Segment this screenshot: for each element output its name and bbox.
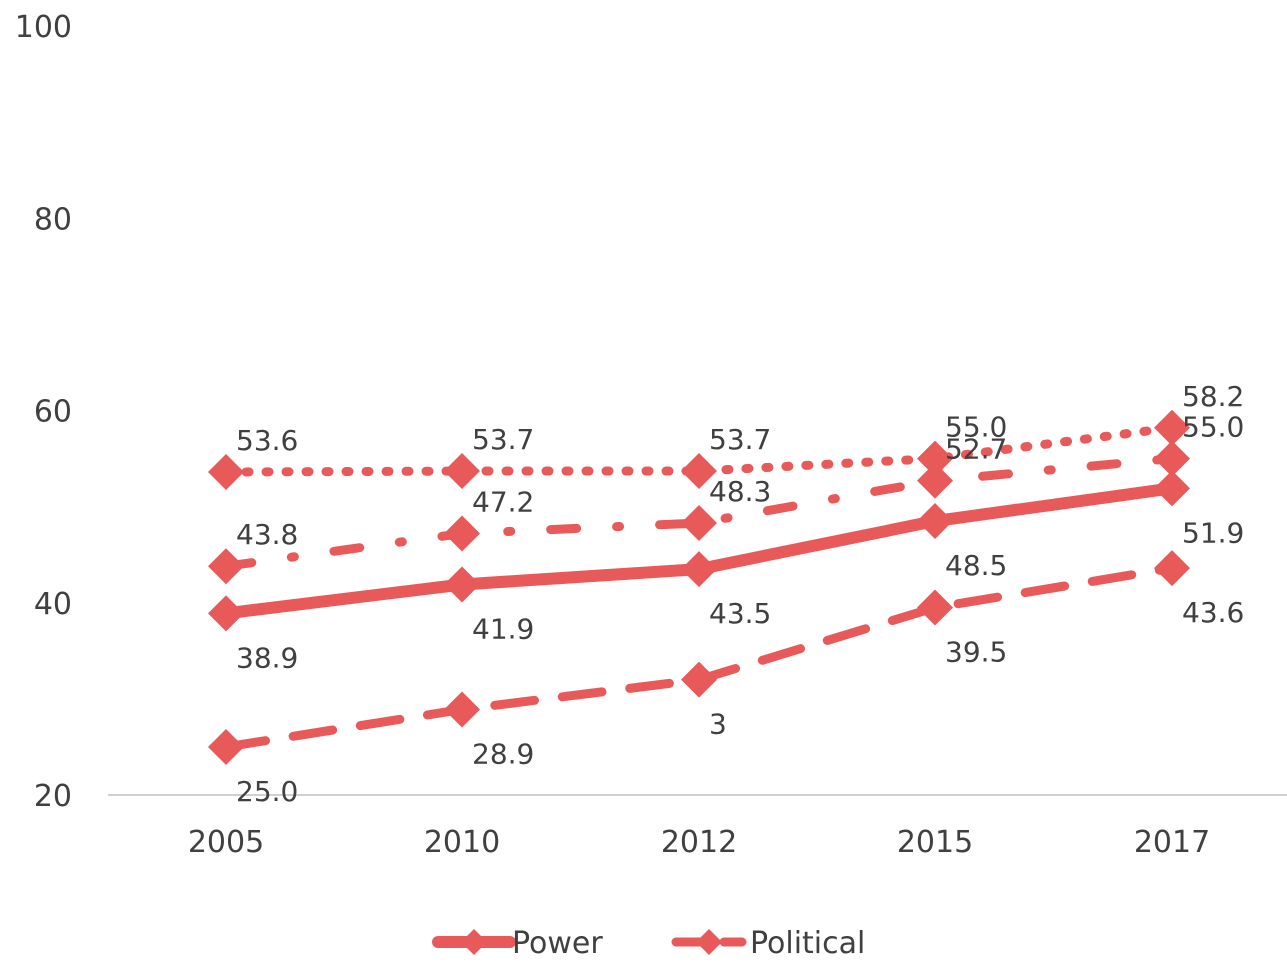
data-label: 53.6: [236, 424, 298, 457]
series-line: [221, 423, 1177, 477]
legend-marker: [696, 929, 722, 955]
data-label: 53.7: [472, 423, 534, 456]
data-label: 48.3: [709, 475, 771, 508]
data-label: 38.9: [236, 641, 298, 674]
legend-label: Political: [750, 926, 865, 961]
data-point-marker: [681, 551, 717, 588]
data-label: 52.7: [945, 433, 1007, 466]
y-tick-label: 40: [34, 587, 72, 622]
data-point-marker: [444, 691, 480, 728]
data-label: 3: [709, 708, 727, 741]
data-point-marker: [208, 454, 244, 491]
data-label: 58.2: [1182, 380, 1244, 413]
legend-label: Power: [512, 926, 603, 961]
data-point-marker: [208, 595, 244, 632]
data-label: 25.0: [236, 775, 298, 808]
series-dashed: [208, 550, 1190, 765]
data-label: 48.5: [945, 549, 1007, 582]
data-point-marker: [917, 440, 953, 477]
x-tick-label: 2017: [1134, 825, 1210, 860]
data-label: 43.5: [709, 597, 771, 630]
legend-marker: [461, 929, 487, 955]
legend-item-political: Political: [671, 926, 865, 961]
x-tick-label: 2012: [661, 825, 737, 860]
y-tick-label: 20: [34, 779, 72, 814]
data-label: 39.5: [945, 636, 1007, 669]
data-point-marker: [917, 503, 953, 540]
y-axis: 20 40 60 80 100: [15, 10, 72, 814]
data-label: 43.8: [236, 518, 298, 551]
y-tick-label: 60: [34, 395, 72, 430]
series-layer: [208, 409, 1190, 765]
data-labels: 53.6 53.7 53.7 55.058.243.847.2 48.352.755.0…: [236, 380, 1244, 808]
data-point-marker: [917, 462, 953, 499]
data-point-marker: [1154, 409, 1190, 446]
data-label: 55.0: [1182, 411, 1244, 444]
data-point-marker: [917, 589, 953, 626]
x-tick-label: 2015: [897, 825, 973, 860]
data-point-marker: [1154, 440, 1190, 477]
data-point-marker: [681, 504, 717, 541]
data-point-marker: [681, 453, 717, 490]
series-dashdot: [208, 440, 1190, 585]
data-label: 28.9: [472, 737, 534, 770]
legend: Power Political: [432, 926, 865, 961]
y-tick-label: 80: [34, 202, 72, 237]
data-label: 41.9: [472, 612, 534, 645]
data-point-marker: [444, 515, 480, 552]
series-solid: [208, 470, 1190, 632]
data-point-marker: [444, 566, 480, 603]
data-point-marker: [444, 453, 480, 490]
data-point-marker: [208, 548, 244, 585]
data-point-marker: [1154, 550, 1190, 587]
x-axis: 2005 2010 2012 2015 2017: [188, 825, 1210, 860]
legend-item-power: Power: [432, 926, 603, 961]
data-label: 43.6: [1182, 596, 1244, 629]
y-tick-label: 100: [15, 10, 72, 45]
x-tick-label: 2010: [424, 825, 500, 860]
data-label: 47.2: [472, 486, 534, 519]
series-dotted: [208, 409, 1190, 491]
data-point-marker: [1154, 470, 1190, 507]
data-label: 53.7: [709, 423, 771, 456]
data-label: 51.9: [1182, 516, 1244, 549]
data-label: 55.0: [945, 411, 1007, 444]
data-point-marker: [681, 661, 717, 698]
x-tick-label: 2005: [188, 825, 264, 860]
data-point-marker: [208, 728, 244, 765]
